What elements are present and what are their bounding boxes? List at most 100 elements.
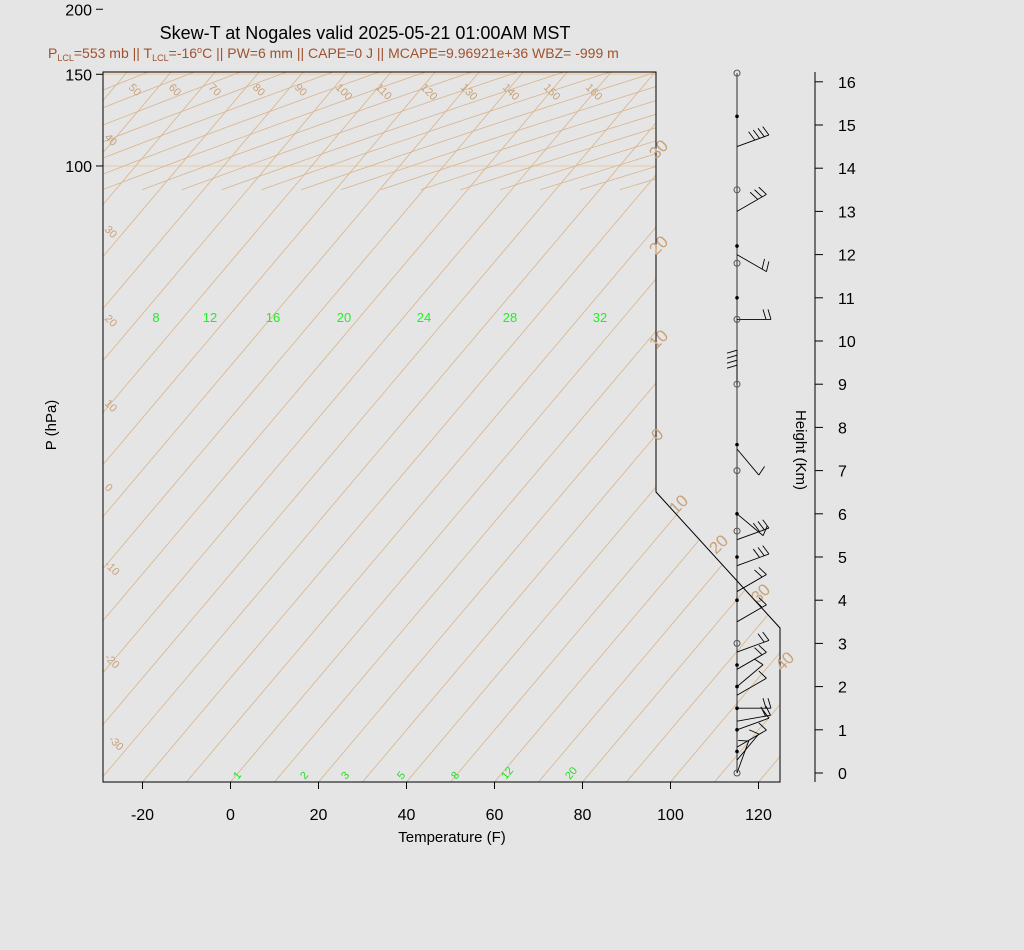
wind-barb — [726, 349, 738, 385]
isotherm-label: 80 — [250, 82, 267, 99]
wind-barb — [736, 448, 765, 476]
isotherm-label: 60 — [166, 82, 183, 99]
isotherm-line — [142, 72, 744, 782]
isotherm-line — [538, 72, 780, 782]
isotherm-label: -10 — [102, 559, 122, 579]
theta-e-label: 16 — [266, 310, 280, 325]
wind-level-marker — [735, 728, 739, 732]
wind-barb — [736, 722, 767, 748]
height-tick-label: 12 — [838, 248, 856, 265]
height-tick-label: 1 — [838, 723, 847, 740]
isotherm-line — [626, 72, 780, 782]
isotherm-line — [103, 72, 656, 782]
wind-level-marker — [735, 749, 739, 754]
isotherm-celsius-label: 10 — [665, 491, 692, 518]
height-tick-label: 11 — [838, 291, 855, 308]
wind-level-marker — [733, 259, 741, 267]
isotherm-line — [230, 72, 780, 782]
mixing-ratio-label: 8 — [449, 770, 462, 782]
isotherm-celsius-label: 30 — [747, 580, 774, 607]
chart-subtitle: PLCL=553 mb || TLCL=-16oC || PW=6 mm || … — [48, 45, 619, 63]
wind-level-marker — [735, 442, 739, 447]
isotherm-label: 20 — [102, 313, 119, 330]
x-tick-label: 120 — [745, 807, 772, 824]
wind-barb — [736, 519, 770, 541]
wind-barb — [736, 126, 770, 148]
wind-level-marker — [733, 315, 741, 323]
height-tick-label: 13 — [838, 204, 856, 221]
isotherm-line — [582, 72, 780, 782]
isotherm-label: 0 — [102, 482, 115, 495]
isotherm-line — [670, 72, 780, 782]
theta-e-label: 28 — [503, 310, 517, 325]
mixing-ratio-label: 3 — [339, 770, 352, 782]
isotherm-label: -30 — [106, 734, 126, 754]
wind-level-marker — [735, 555, 739, 559]
wind-level-marker — [735, 244, 739, 248]
isotherm-line — [103, 72, 128, 782]
height-tick-label: 15 — [838, 118, 856, 135]
mixing-ratio-label: 1 — [231, 770, 244, 782]
wind-level-marker — [735, 114, 739, 119]
height-tick-label: 3 — [838, 636, 847, 653]
height-axis-label: Height (Km) — [792, 410, 809, 490]
isotherm-celsius-label: 10 — [645, 326, 672, 353]
wind-barb — [736, 644, 767, 670]
isotherm-line — [103, 72, 568, 782]
wind-barb — [736, 597, 767, 623]
theta-e-label: 12 — [203, 310, 217, 325]
theta-e-label: 20 — [337, 310, 351, 325]
x-tick-label: 100 — [657, 807, 684, 824]
sounding-profiles — [840, 0, 1024, 166]
isotherm-celsius-label: 30 — [645, 136, 672, 163]
isotherm-line — [103, 72, 172, 782]
plot-frame — [102, 71, 781, 783]
isotherm-label: 50 — [126, 82, 143, 99]
isotherm-label: 90 — [292, 82, 309, 99]
isotherm-line — [103, 72, 216, 782]
isotherm-line — [103, 72, 612, 782]
isotherm-line — [103, 72, 348, 782]
wind-barb — [736, 254, 770, 272]
mixing-ratio-label: 2 — [298, 770, 311, 782]
wind-barb — [736, 631, 770, 653]
theta-e-label: 24 — [417, 310, 431, 325]
isotherm-line — [0, 72, 39, 782]
x-tick-label: 20 — [310, 807, 328, 824]
isotherm-line — [103, 72, 480, 782]
dry-adiabat-line — [579, 72, 780, 191]
wind-barb — [736, 709, 770, 731]
x-tick-label: 60 — [486, 807, 504, 824]
isotherm-label: 130 — [458, 82, 479, 103]
wind-barb — [736, 729, 760, 761]
wind-level-marker — [733, 639, 741, 647]
height-tick-label: 10 — [838, 334, 856, 351]
x-axis-label: Temperature (F) — [398, 829, 506, 846]
plot-area — [0, 0, 1024, 782]
theta-e-label: 8 — [152, 310, 159, 325]
height-tick-label: 14 — [838, 161, 856, 178]
temperature-profile-line — [919, 0, 1024, 166]
wind-level-marker — [735, 296, 739, 300]
isotherm-celsius-label: 20 — [705, 531, 732, 558]
wind-level-marker — [735, 512, 739, 516]
height-tick-label: 7 — [838, 464, 847, 481]
isotherm-celsius-label: 40 — [771, 648, 798, 675]
height-tick-label: 6 — [838, 507, 847, 524]
axes: -200204060801001201001502002503004005007… — [65, 2, 856, 824]
isotherm-label: 140 — [500, 82, 521, 103]
wind-barb — [736, 658, 764, 687]
height-tick-label: 16 — [838, 75, 856, 92]
isotherm-lines — [0, 72, 780, 782]
wind-barb — [736, 740, 750, 774]
height-tick-label: 4 — [838, 593, 847, 610]
p-tick-label: 150 — [65, 67, 92, 84]
theta-e-label: 32 — [593, 310, 607, 325]
wind-level-marker — [733, 186, 741, 194]
wind-level-marker — [735, 706, 739, 710]
isotherm-label: 150 — [541, 82, 562, 103]
wind-level-marker — [733, 467, 741, 475]
x-tick-label: -20 — [131, 807, 154, 824]
